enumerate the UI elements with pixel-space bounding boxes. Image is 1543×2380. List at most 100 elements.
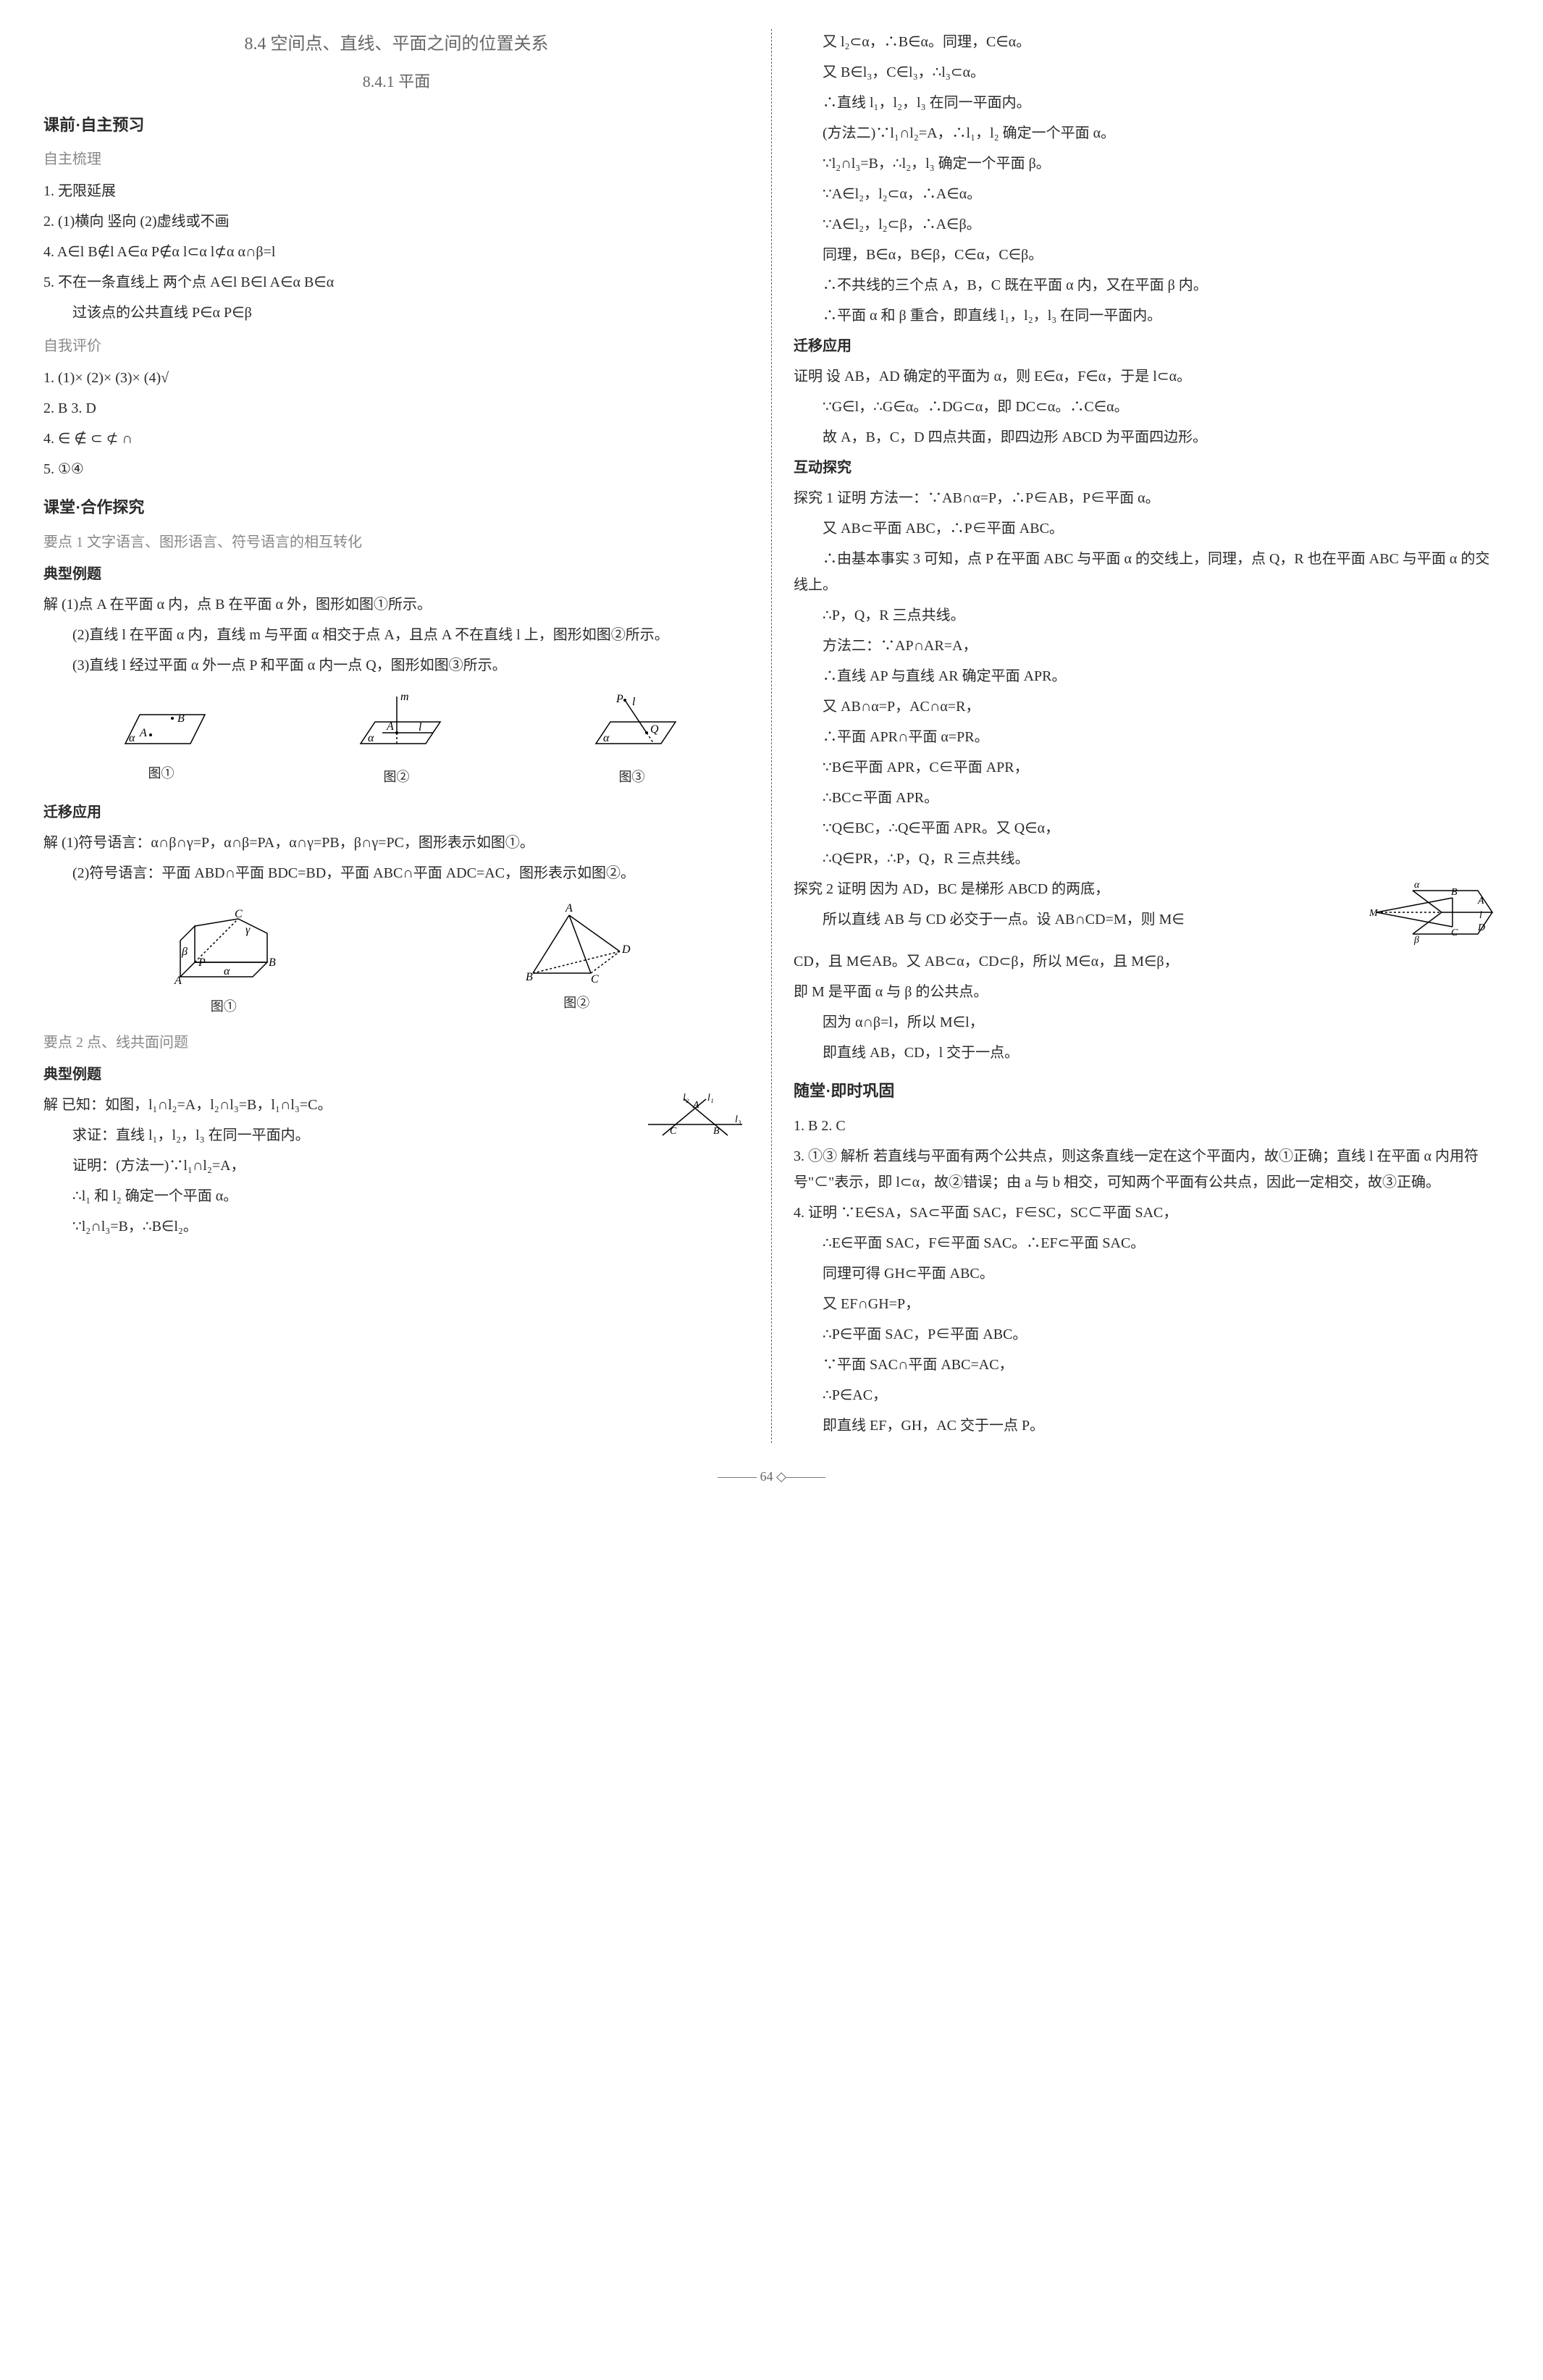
content-line: 即 M 是平面 α 与 β 的公共点。 [794,979,1500,1005]
svg-text:Q: Q [650,723,659,736]
fig-label: 图③ [581,765,683,789]
plane-point-icon: P l Q α [581,689,683,762]
content-line: 又 AB⊂平面 ABC，∴P∈平面 ABC。 [794,516,1500,542]
figure-row-2: C γ B P β α A 图① A [43,897,749,1018]
content-line: ∴P∈AC， [794,1382,1500,1408]
svg-text:α: α [129,732,135,744]
content-line: (2)直线 l 在平面 α 内，直线 m 与平面 α 相交于点 A，且点 A 不… [43,622,749,648]
content-line: 证明：(方法一)∵l₁∩l₂=A， [43,1153,749,1179]
svg-text:B: B [1451,887,1458,898]
content-line: ∴由基本事实 3 可知，点 P 在平面 ABC 与平面 α 的交线上，同理，点 … [794,546,1500,598]
content-line: ∴不共线的三个点 A，B，C 既在平面 α 内，又在平面 β 内。 [794,272,1500,298]
svg-text:A: A [139,727,147,739]
interact-header: 互动探究 [794,455,1500,481]
content-line: 方法二：∵AP∩AR=A， [794,633,1500,659]
content-line: 又 AB∩α=P，AC∩α=R， [794,694,1500,720]
svg-text:m: m [400,691,409,703]
svg-text:l: l [419,721,422,733]
svg-text:A: A [692,1100,699,1111]
content-line: 5. 不在一条直线上 两个点 A∈l B∈l A∈α B∈α [43,269,749,295]
svg-text:B: B [713,1126,720,1137]
svg-text:l₁: l₁ [707,1093,714,1103]
right-column: 又 l₂⊂α，∴B∈α。同理，C∈α。 又 B∈l₃，C∈l₃，∴l₃⊂α。 ∴… [794,29,1500,1443]
content-line: ∴BC⊂平面 APR。 [794,785,1500,811]
svg-text:C: C [235,908,243,920]
trapezoid-icon: α B A l D C M β [1369,876,1500,949]
content-line: ∵l₂∩l₃=B，∴l₂，l₃ 确定一个平面 β。 [794,151,1500,177]
content-line: 即直线 EF，GH，AC 交于一点 P。 [794,1413,1500,1439]
content-line: CD，且 M∈AB。又 AB⊂α，CD⊂β，所以 M∈α，且 M∈β， [794,949,1500,975]
sub-point1: 要点 1 文字语言、图形语言、符号语言的相互转化 [43,529,749,555]
three-lines-icon: l₂ A l₁ l₃ C B [641,1092,749,1150]
content-line: 解 (1)符号语言：α∩β∩γ=P，α∩β=PA，α∩γ=PB，β∩γ=PC，图… [43,830,749,856]
content-line: ∴直线 AP 与直线 AR 确定平面 APR。 [794,663,1500,689]
content-line: 3. ①③ 解析 若直线与平面有两个公共点，则这条直线一定在这个平面内，故①正确… [794,1143,1500,1195]
section-explore: 课堂·合作探究 [43,493,749,522]
content-line: 1. (1)× (2)× (3)× (4)√ [43,365,749,391]
content-line: 探究 1 证明 方法一：∵AB∩α=P，∴P∈AB，P∈平面 α。 [794,485,1500,511]
svg-text:B: B [269,956,276,969]
content-line: ∵Q∈BC，∴Q∈平面 APR。又 Q∈α， [794,815,1500,841]
content-line: ∵A∈l₂，l₂⊂α，∴A∈α。 [794,181,1500,207]
sub-zizhu: 自主梳理 [43,146,749,172]
content-line: ∵B∈平面 APR，C∈平面 APR， [794,754,1500,781]
svg-text:A: A [1477,896,1484,907]
svg-text:γ: γ [245,924,251,936]
page-number: ——— 64 ◇——— [43,1465,1500,1488]
content-line: 2. B 3. D [43,395,749,421]
column-divider [771,29,772,1443]
tetrahedron-icon: A B C D [518,901,634,988]
svg-text:D: D [621,943,631,956]
figure-5: A B C D 图② [518,901,634,1014]
svg-text:M: M [1369,908,1379,919]
content-line: (方法二)∵l₁∩l₂=A，∴l₁，l₂ 确定一个平面 α。 [794,120,1500,146]
content-line: 同理可得 GH⊂平面 ABC。 [794,1261,1500,1287]
content-line: 又 B∈l₃，C∈l₃，∴l₃⊂α。 [794,59,1500,85]
content-line: ∴P，Q，R 三点共线。 [794,602,1500,628]
page-container: 8.4 空间点、直线、平面之间的位置关系 8.4.1 平面 课前·自主预习 自主… [43,29,1500,1443]
content-line: 4. 证明 ∵E∈SA，SA⊂平面 SAC，F∈SC，SC⊂平面 SAC， [794,1200,1500,1226]
figure-2: m A l α 图② [346,689,447,789]
svg-text:A: A [174,975,182,987]
svg-text:C: C [591,973,599,985]
svg-text:α: α [1414,880,1420,891]
svg-text:β: β [181,946,188,958]
svg-text:α: α [224,965,230,977]
sub-point2: 要点 2 点、线共面问题 [43,1030,749,1056]
sub-ziwo: 自我评价 [43,333,749,359]
svg-text:B: B [177,712,185,725]
content-line: 4. ∈ ∉ ⊂ ⊄ ∩ [43,426,749,452]
svg-text:l₃: l₃ [735,1114,741,1125]
example-header: 典型例题 [43,561,749,587]
svg-text:A: A [386,720,394,733]
content-line: ∴平面 α 和 β 重合，即直线 l₁，l₂，l₃ 在同一平面内。 [794,303,1500,329]
content-line: ∴直线 l₁，l₂，l₃ 在同一平面内。 [794,90,1500,116]
figure-triangle: l₂ A l₁ l₃ C B [641,1092,749,1150]
content-line: 2. (1)横向 竖向 (2)虚线或不画 [43,209,749,235]
content-line: ∴E∈平面 SAC，F∈平面 SAC。∴EF⊂平面 SAC。 [794,1230,1500,1256]
svg-text:A: A [565,902,573,914]
content-line: (3)直线 l 经过平面 α 外一点 P 和平面 α 内一点 Q，图形如图③所示… [43,652,749,678]
content-line: (2)符号语言：平面 ABD∩平面 BDC=BD，平面 ABC∩平面 ADC=A… [43,860,749,886]
figure-trapezoid: α B A l D C M β [1369,876,1500,949]
sub-title: 8.4.1 平面 [43,67,749,96]
figure-3: P l Q α 图③ [581,689,683,789]
fig-label: 图① [111,762,212,785]
left-column: 8.4 空间点、直线、平面之间的位置关系 8.4.1 平面 课前·自主预习 自主… [43,29,749,1443]
figure-row-1: B A α 图① m A l α [43,689,749,789]
section-preview: 课前·自主预习 [43,111,749,140]
section-consolidate: 随堂·即时巩固 [794,1077,1500,1106]
content-line: 又 l₂⊂α，∴B∈α。同理，C∈α。 [794,29,1500,55]
svg-text:C: C [670,1126,677,1137]
fig-label: 图② [346,765,447,789]
svg-text:B: B [526,971,533,983]
main-title: 8.4 空间点、直线、平面之间的位置关系 [43,29,749,60]
content-line: 故 A，B，C，D 四点共面，即四边形 ABCD 为平面四边形。 [794,424,1500,450]
svg-text:P: P [198,956,206,969]
content-line: ∴平面 APR∩平面 α=PR。 [794,724,1500,750]
svg-text:α: α [368,732,374,744]
fig-label: 图② [518,991,634,1014]
plane-line-icon: m A l α [346,689,447,762]
content-line: 因为 α∩β=l，所以 M∈l， [794,1009,1500,1035]
transfer-header: 迁移应用 [43,799,749,825]
